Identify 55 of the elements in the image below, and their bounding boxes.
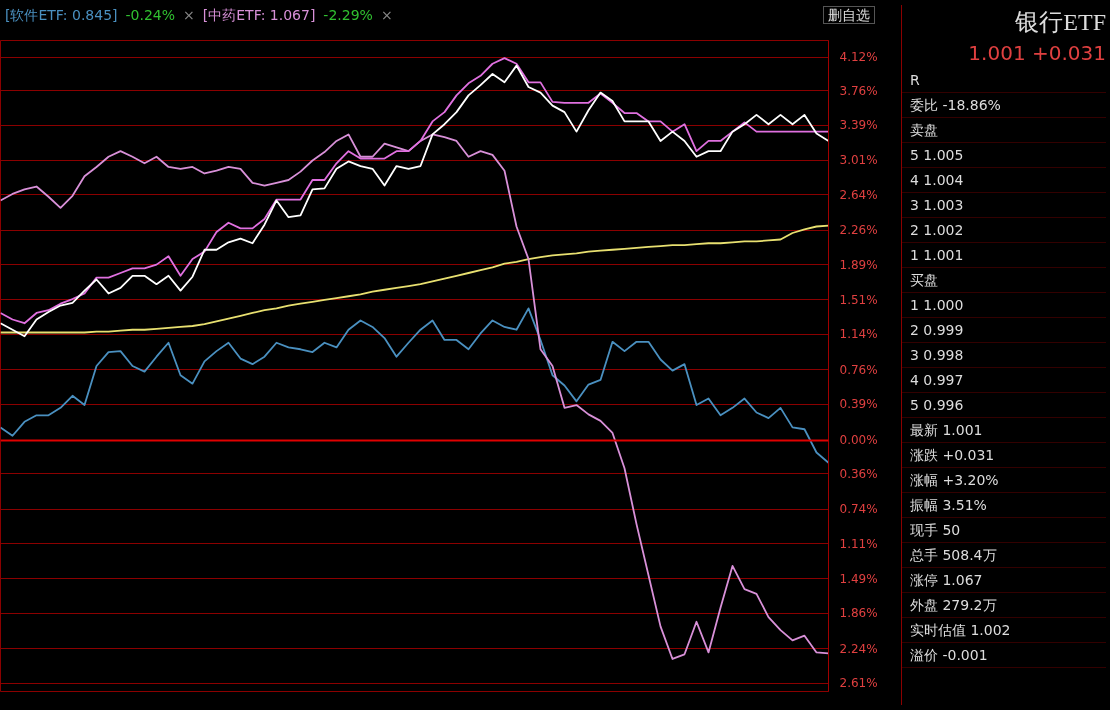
text: 4 1.004 [902,167,1106,193]
text: [中药ETF: 1.067] [202,6,316,25]
text: 2 0.999 [902,317,1106,343]
line-series [0,224,829,334]
text: 委比 -18.86% [902,92,1106,118]
y-tick-label: 1.51% [839,292,878,307]
text: 2 1.002 [902,217,1106,243]
text: 涨跌 +0.031 [902,442,1106,468]
text: 现手 50 [902,517,1106,543]
line-series [0,307,829,464]
y-tick-label: 2.24% [839,641,878,656]
y-tick-label: 1.11% [839,536,878,551]
y-tick-label: 4.12% [839,50,878,65]
text: 5 1.005 [902,142,1106,168]
text: 买盘 [902,267,1106,293]
y-tick-label: 1.49% [839,571,878,586]
text: 振幅 3.51% [902,492,1106,518]
text: 1 1.000 [902,292,1106,318]
y-tick-label: 0.00% [839,433,878,448]
text: -0.24% [125,6,176,25]
text: 1.001 +0.031 [967,40,1106,68]
text: 溢价 -0.001 [902,642,1106,668]
text: 卖盘 [902,117,1106,143]
text: 实时估值 1.002 [902,617,1106,643]
text: 涨幅 +3.20% [902,467,1106,493]
text: × [183,6,195,25]
y-tick-label: 0.76% [839,362,878,377]
text: 3 0.998 [902,342,1106,368]
y-tick-label: 1.89% [839,257,878,272]
y-tick-label: 0.36% [839,466,878,481]
y-tick-label: 0.39% [839,397,878,412]
text: 总手 508.4万 [902,542,1106,568]
text: × [380,6,393,25]
text: -2.29% [323,6,373,25]
text: 删自选 [823,6,875,24]
text: 3 1.003 [902,192,1106,218]
y-tick-label: 3.01% [839,153,878,168]
text: 最新 1.001 [902,417,1106,443]
text: 1 1.001 [902,242,1106,268]
text: [软件ETF: 0.845] [5,6,118,25]
y-tick-label: 0.74% [839,502,878,517]
y-tick-label: 3.76% [839,83,878,98]
y-tick-label: 3.39% [839,118,878,133]
text: 5 0.996 [902,392,1106,418]
text: 外盘 279.2万 [902,592,1106,618]
text: 涨停 1.067 [902,567,1106,593]
y-tick-label: 2.26% [839,223,878,238]
y-tick-label: 1.86% [839,606,878,621]
y-tick-label: 2.61% [839,676,878,691]
y-tick-label: 1.14% [839,327,878,342]
text: 银行ETF [1014,8,1106,37]
line-series [0,133,829,660]
text: R [902,67,1106,93]
y-tick-label: 2.64% [839,187,878,202]
text: 4 0.997 [902,367,1106,393]
